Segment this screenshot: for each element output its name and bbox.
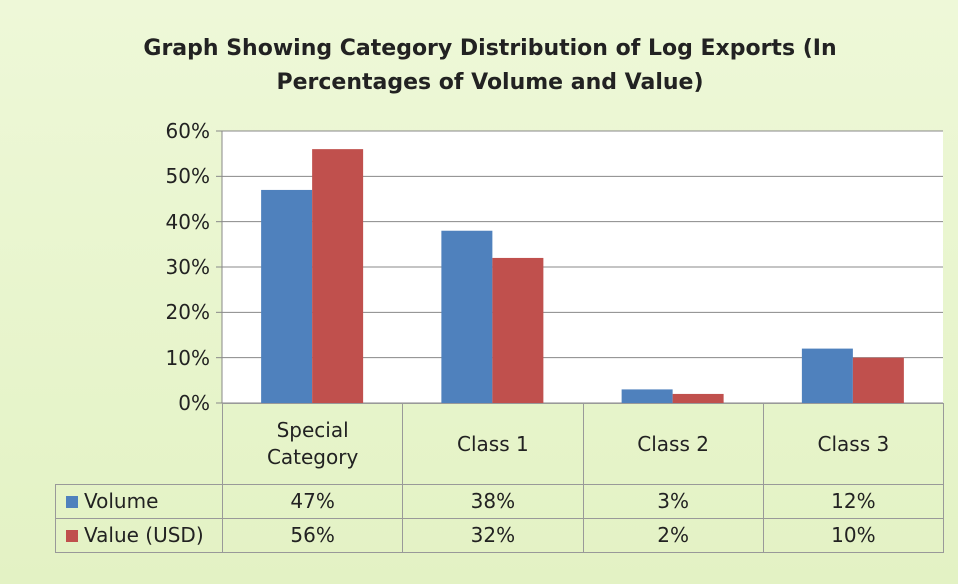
legend-label: Value (USD)	[84, 523, 204, 547]
data-label: 12%	[762, 484, 944, 519]
bar	[441, 230, 493, 403]
bar	[801, 348, 853, 403]
legend-key	[66, 529, 78, 542]
category-text: Class 2	[637, 431, 709, 456]
data-label: 47%	[222, 484, 404, 519]
y-tick-label: 50%	[165, 164, 210, 189]
legend-entry: Volume	[55, 484, 223, 519]
category-text: Class 3	[817, 431, 890, 456]
y-tick-label: 20%	[165, 300, 210, 325]
data-label: 3%	[582, 484, 764, 519]
bar	[672, 393, 724, 403]
y-tick-label: 30%	[165, 255, 210, 279]
y-tick-label: 40%	[165, 209, 210, 234]
y-tick-label: 10%	[165, 345, 210, 370]
x-tick-label: Class 3	[762, 403, 944, 485]
category-text: Class 1	[457, 431, 529, 456]
bar	[621, 389, 673, 403]
data-label: 10%	[762, 518, 944, 553]
data-label: 56%	[222, 518, 404, 553]
chart-title: Graph Showing Category Distribution of L…	[143, 36, 837, 96]
x-tick-label: Class 2	[582, 403, 764, 485]
y-tick-label: 0%	[178, 391, 210, 415]
data-label: 38%	[402, 484, 584, 519]
bar	[852, 357, 904, 403]
data-label: 2%	[582, 518, 764, 553]
category-text: Special Category	[266, 418, 359, 469]
bar	[492, 257, 544, 403]
bar	[261, 189, 313, 403]
legend-entry: Value (USD)	[55, 518, 223, 553]
legend-label: Volume	[84, 489, 159, 513]
bar	[312, 149, 364, 403]
legend-key	[66, 495, 78, 508]
data-label: 32%	[402, 518, 584, 553]
x-tick-label: Special Category	[222, 403, 404, 485]
x-tick-label: Class 1	[402, 403, 584, 485]
y-tick-label: 60%	[165, 119, 210, 143]
